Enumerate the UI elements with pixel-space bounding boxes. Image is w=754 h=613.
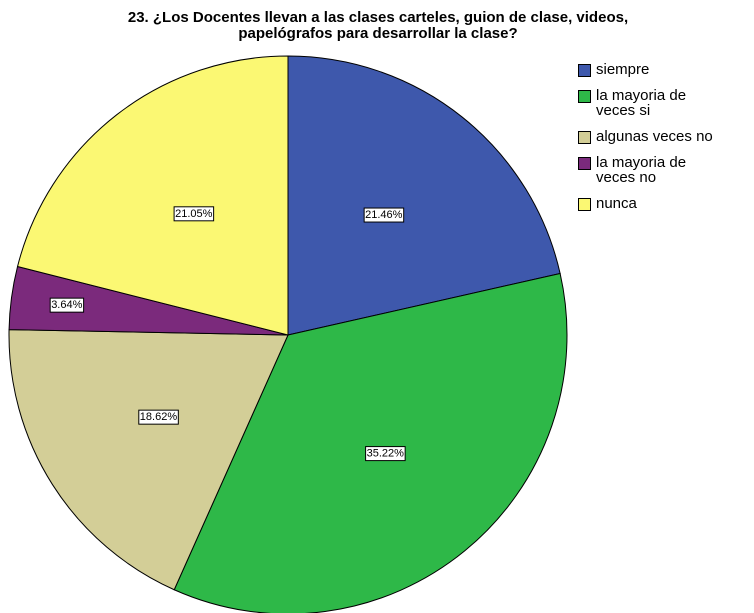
data-label: 3.64% — [51, 299, 82, 311]
data-label: 35.22% — [367, 448, 405, 460]
data-label: 21.46% — [365, 209, 403, 221]
legend-swatch — [578, 131, 591, 144]
legend-item: siempre — [578, 62, 754, 77]
data-label: 21.05% — [175, 208, 213, 220]
legend-swatch — [578, 157, 591, 170]
legend-item: la mayoria de veces si — [578, 88, 714, 118]
legend-item: nunca — [578, 196, 754, 211]
legend-label: la mayoria de veces si — [596, 87, 687, 119]
data-label: 18.62% — [140, 411, 178, 423]
pie-slice — [16, 55, 289, 336]
chart-title: papelógrafos para desarrollar la clase? — [238, 25, 517, 42]
legend-swatch — [578, 64, 591, 77]
legend-label: nunca — [596, 195, 637, 212]
data-label-box — [365, 446, 406, 462]
pie-slice — [287, 55, 561, 336]
data-label-box — [49, 297, 85, 313]
legend-swatch — [578, 90, 591, 103]
legend-label: algunas veces no — [596, 128, 713, 145]
legend-label: siempre — [596, 61, 650, 78]
data-label-box — [173, 206, 215, 222]
legend-label: la mayoria de veces no — [596, 154, 687, 186]
legend-swatch — [578, 198, 591, 211]
pie-slice — [8, 329, 289, 591]
data-label-box — [138, 409, 179, 425]
data-label-box — [363, 207, 405, 223]
legend-item: la mayoria de veces no — [578, 155, 714, 185]
pie-slice — [173, 272, 568, 613]
legend-item: algunas veces no — [578, 129, 754, 144]
chart-title: 23. ¿Los Docentes llevan a las clases ca… — [128, 9, 628, 26]
legend: siempre la mayoria de veces si algunas vec… — [578, 62, 754, 222]
